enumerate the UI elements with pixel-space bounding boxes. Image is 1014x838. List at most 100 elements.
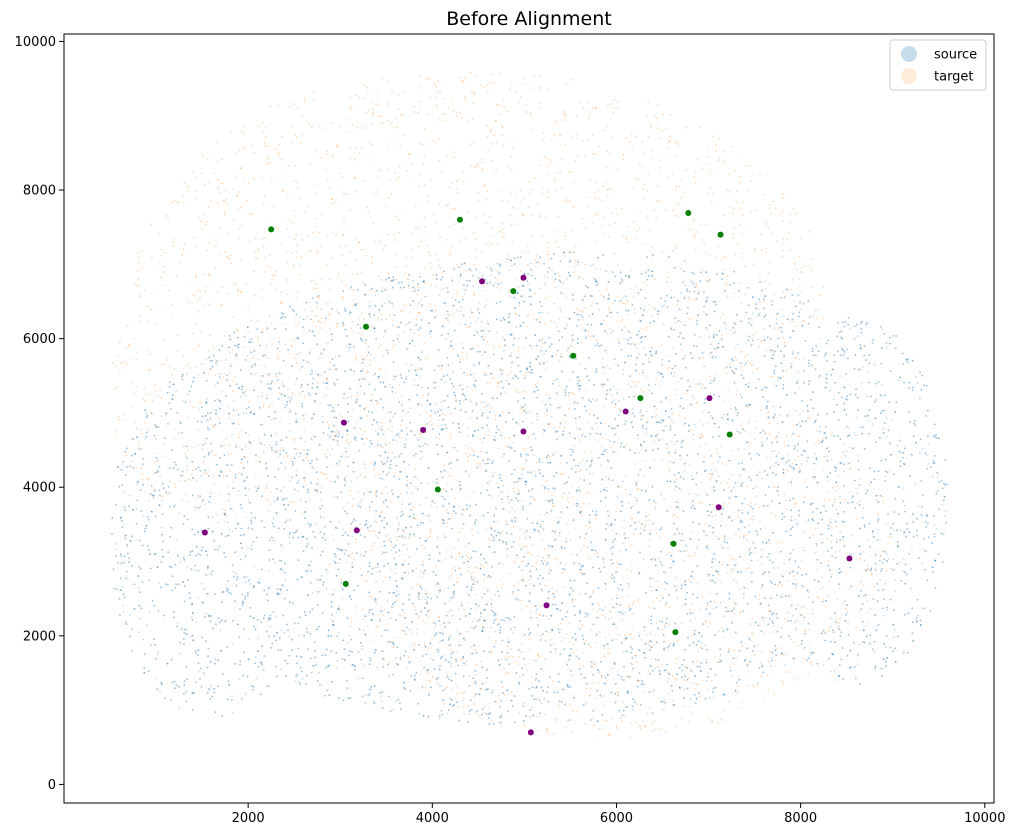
source-series-point: [842, 470, 845, 473]
source-series-point: [322, 382, 325, 384]
source-series-point: [197, 649, 200, 652]
series-layer: [111, 71, 948, 740]
source-series-point: [137, 631, 140, 634]
source-series-point: [208, 688, 211, 691]
source-series-point: [334, 562, 337, 564]
source-series-point: [171, 398, 174, 401]
source-series-point: [200, 475, 203, 477]
source-series-point: [850, 501, 853, 504]
source-series-point: [498, 539, 501, 542]
source-series-point: [156, 653, 159, 655]
source-series-point: [275, 512, 278, 514]
source-series-point: [651, 347, 653, 349]
source-series-point: [771, 620, 774, 623]
source-series-point: [858, 545, 861, 548]
source-series-point: [327, 634, 330, 637]
source-series-point: [218, 407, 221, 410]
source-series-point: [529, 495, 532, 498]
source-series-point: [610, 332, 612, 334]
source-series-point: [337, 631, 340, 634]
source-series-point: [610, 387, 612, 390]
source-series-point: [833, 398, 836, 401]
source-series-point: [232, 487, 235, 490]
source-series-point: [625, 637, 628, 639]
source-series-point: [663, 498, 666, 501]
source-series-point: [710, 343, 712, 346]
source-series-point: [190, 635, 193, 638]
source-series-point: [376, 566, 379, 569]
source-series-point: [494, 594, 497, 596]
source-series-point: [231, 643, 234, 646]
source-series-point: [461, 699, 464, 702]
source-series-point: [242, 412, 245, 414]
source-series-point: [456, 459, 459, 461]
source-series-point: [714, 467, 717, 469]
source-series-point: [692, 611, 694, 614]
source-series-point: [438, 407, 441, 410]
source-series-point: [473, 644, 476, 647]
source-series-point: [568, 593, 571, 596]
source-series-point: [415, 374, 418, 376]
source-series-point: [654, 383, 657, 386]
source-series-point: [417, 403, 420, 405]
source-series-point: [841, 349, 844, 351]
source-series-point: [367, 370, 369, 373]
source-series-point: [624, 361, 626, 364]
source-series-point: [923, 549, 926, 551]
source-series-point: [477, 531, 479, 534]
source-series-point: [284, 466, 287, 469]
source-series-point: [737, 571, 739, 573]
source-series-point: [592, 264, 595, 267]
source-series-point: [553, 302, 556, 305]
source-series-point: [824, 386, 827, 389]
source-series-point: [893, 511, 896, 514]
source-series-point: [589, 595, 592, 598]
source-series-point: [442, 519, 445, 522]
source-series-point: [715, 480, 718, 483]
chart-title: Before Alignment: [446, 8, 612, 30]
source-series-point: [435, 624, 437, 627]
source-series-point: [231, 530, 234, 533]
source-series-point: [220, 533, 223, 535]
source-series-point: [863, 629, 865, 632]
source-series-point: [449, 344, 452, 347]
source-series-point: [451, 614, 454, 617]
source-series-point: [875, 399, 878, 401]
source-series-point: [832, 631, 835, 634]
source-series-point: [489, 626, 492, 629]
source-series-point: [284, 394, 286, 397]
source-series-point: [639, 320, 642, 322]
source-series-point: [766, 405, 768, 408]
source-series-point: [567, 476, 570, 479]
source-series-point: [717, 475, 720, 478]
source-series-point: [237, 343, 240, 346]
source-series-point: [790, 515, 793, 518]
source-series-point: [482, 276, 484, 279]
source-series-point: [902, 487, 905, 489]
source-series-point: [690, 474, 693, 477]
source-series-point: [442, 699, 444, 701]
source-series-point: [691, 603, 693, 606]
source-series-point: [478, 693, 481, 696]
source-series-point: [309, 523, 312, 526]
source-series-point: [477, 317, 479, 320]
source-series-point: [206, 592, 209, 595]
source-series-point: [622, 368, 625, 371]
source-series-point: [327, 665, 329, 668]
source-series-point: [607, 643, 610, 646]
source-series-point: [435, 436, 438, 439]
source-series-point: [470, 400, 472, 403]
source-series-point: [261, 381, 263, 384]
source-series-point: [697, 494, 699, 497]
source-series-point: [559, 308, 562, 310]
source-series-point: [761, 477, 764, 480]
source-series-point: [201, 601, 204, 604]
source-series-point: [649, 532, 651, 535]
source-series-point: [410, 364, 412, 367]
source-series-point: [405, 526, 407, 529]
source-series-point: [361, 648, 363, 650]
source-series-point: [643, 525, 646, 528]
source-series-point: [374, 429, 377, 432]
source-series-point: [541, 338, 544, 340]
